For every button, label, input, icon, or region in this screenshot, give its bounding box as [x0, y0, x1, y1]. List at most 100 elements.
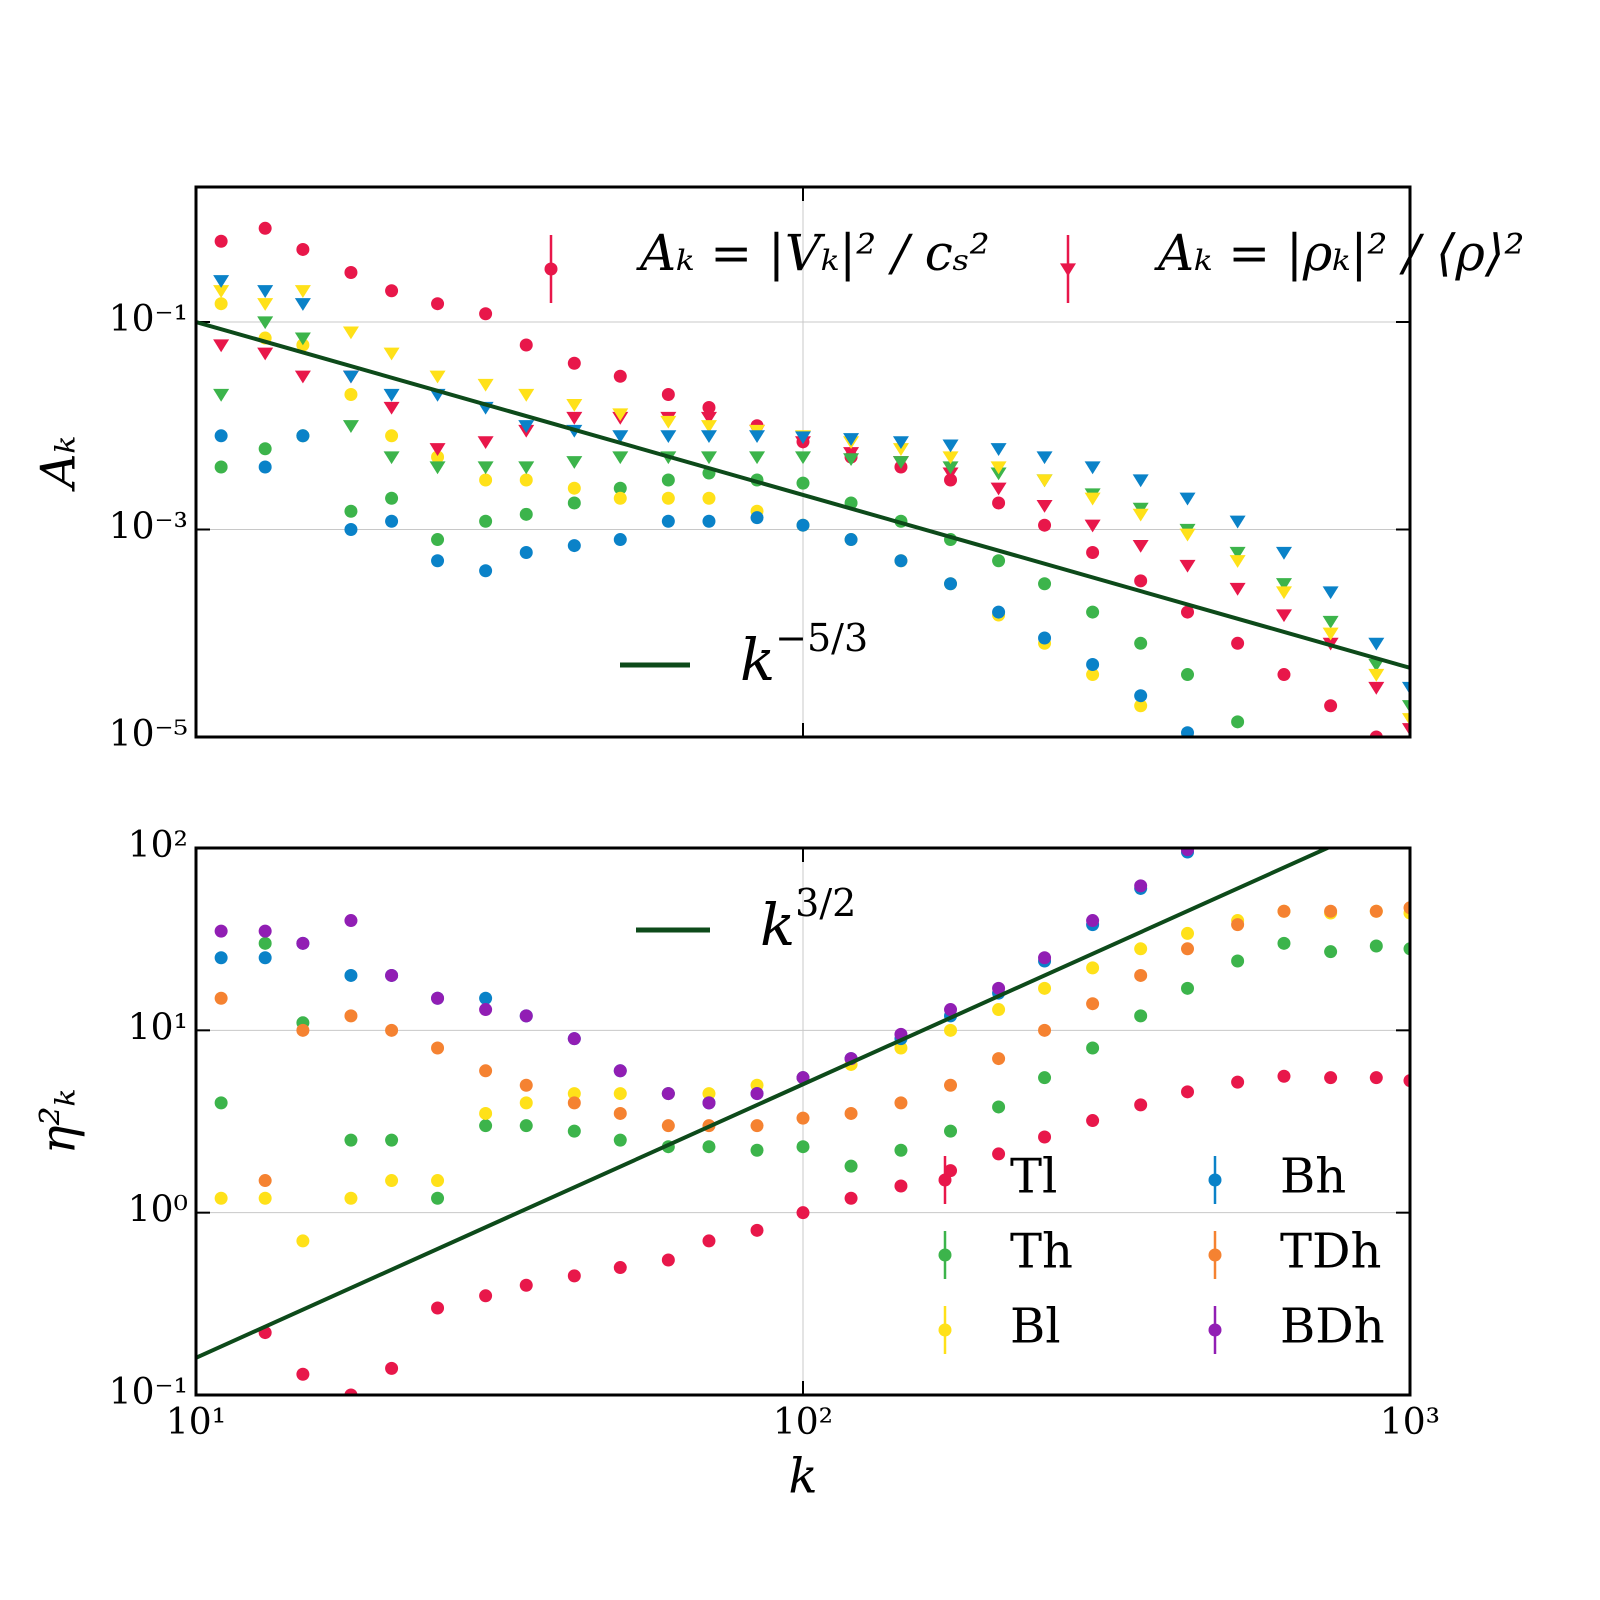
- circle-marker: [431, 533, 445, 547]
- triangle-marker: [1229, 515, 1246, 529]
- triangle-marker: [1036, 451, 1053, 465]
- circle-marker: [1181, 981, 1195, 995]
- circle-marker: [702, 514, 716, 528]
- circle-marker: [258, 1191, 272, 1205]
- triangle-marker: [342, 370, 359, 384]
- triangle-marker: [1275, 578, 1292, 591]
- circle-marker: [702, 1096, 716, 1110]
- triangle-marker: [700, 411, 717, 425]
- circle-marker: [385, 1023, 399, 1037]
- circle-marker: [1231, 1075, 1245, 1089]
- y-tick-label: 10¹: [128, 1007, 188, 1048]
- triangle-marker: [1179, 492, 1196, 506]
- legend-label: Tl: [1010, 1149, 1057, 1205]
- triangle-marker: [1229, 546, 1246, 560]
- circle-marker: [1369, 904, 1383, 918]
- circle-marker: [479, 564, 493, 578]
- fit-line: [196, 848, 1333, 1360]
- triangle-marker: [1084, 519, 1101, 533]
- fit-label-exponent: −5/3: [775, 616, 868, 660]
- circle-marker: [1181, 848, 1195, 857]
- circle-marker: [344, 265, 358, 279]
- fit-label-base: k: [740, 626, 775, 694]
- x-tick-label: 10¹: [166, 1402, 226, 1443]
- circle-marker: [296, 936, 310, 950]
- circle-marker: [344, 914, 358, 928]
- circle-marker: [479, 991, 493, 1005]
- circle-marker: [1231, 954, 1245, 968]
- circle-marker: [567, 356, 581, 370]
- circle-marker: [479, 1289, 493, 1303]
- circle-marker: [479, 1106, 493, 1120]
- triangle-marker: [942, 461, 959, 475]
- circle-marker: [944, 1164, 958, 1178]
- triangle-marker: [518, 388, 535, 402]
- circle-marker: [479, 1119, 493, 1133]
- circle-marker: [431, 991, 445, 1005]
- triangle-marker: [1275, 586, 1292, 600]
- circle-marker: [844, 1191, 858, 1205]
- triangle-marker: [1368, 637, 1385, 651]
- triangle-marker: [1275, 546, 1292, 560]
- circle-marker: [431, 1174, 445, 1188]
- triangle-marker: [1084, 492, 1101, 506]
- circle-marker: [479, 1003, 493, 1017]
- circle-marker: [1277, 1069, 1291, 1083]
- circle-marker: [1038, 631, 1052, 645]
- circle-marker: [702, 1087, 716, 1101]
- x-tick-label: 10²: [773, 1402, 833, 1443]
- triangle-marker: [990, 443, 1007, 456]
- circle-marker: [894, 554, 908, 568]
- circle-marker: [431, 297, 445, 311]
- triangle-marker: [700, 451, 717, 465]
- circle-marker: [1231, 636, 1245, 650]
- y-tick-label: 10²: [128, 825, 188, 866]
- triangle-marker: [942, 451, 959, 465]
- triangle-marker: [518, 420, 535, 433]
- triangle-marker: [213, 275, 230, 288]
- circle-marker: [519, 338, 533, 352]
- circle-marker: [1208, 1323, 1222, 1337]
- circle-marker: [844, 533, 858, 547]
- triangle-marker: [294, 370, 311, 384]
- triangle-marker: [294, 298, 311, 311]
- circle-marker: [344, 504, 358, 518]
- triangle-marker: [1229, 555, 1246, 568]
- triangle-marker: [213, 388, 230, 402]
- circle-marker: [258, 442, 272, 456]
- circle-marker: [661, 1119, 675, 1133]
- circle-marker: [258, 936, 272, 950]
- circle-marker: [567, 481, 581, 495]
- circle-marker: [519, 507, 533, 521]
- triangle-marker: [1402, 681, 1410, 695]
- circle-marker: [214, 924, 228, 938]
- legend-label: TDh: [1280, 1224, 1381, 1280]
- triangle-marker: [213, 339, 230, 353]
- circle-marker: [894, 1096, 908, 1110]
- fit-line: [196, 320, 1410, 670]
- circle-marker: [519, 1278, 533, 1292]
- annotation: Aₖ = |ρₖ|² / ⟨ρ⟩²: [1154, 224, 1524, 282]
- triangle-marker: [1322, 615, 1339, 629]
- y-tick-label: 10⁻¹: [109, 299, 188, 340]
- triangle-marker: [1132, 508, 1149, 522]
- circle-marker: [1134, 636, 1148, 650]
- circle-marker: [661, 388, 675, 402]
- circle-marker: [613, 1261, 627, 1275]
- circle-marker: [1086, 1041, 1100, 1055]
- triangle-marker: [1368, 668, 1385, 682]
- circle-marker: [661, 514, 675, 528]
- axes-frame: [194, 185, 1412, 739]
- triangle-marker: [892, 436, 909, 450]
- circle-marker: [1231, 918, 1245, 932]
- triangle-marker: [257, 285, 274, 298]
- circle-marker: [1324, 1071, 1338, 1085]
- circle-marker: [258, 951, 272, 965]
- circle-marker: [702, 400, 716, 414]
- circle-marker: [938, 1323, 952, 1337]
- triangle-marker: [1036, 499, 1053, 513]
- circle-marker: [844, 1106, 858, 1120]
- fit-label: k−5/3: [740, 616, 868, 695]
- circle-marker: [750, 1223, 764, 1237]
- circle-marker: [431, 1041, 445, 1055]
